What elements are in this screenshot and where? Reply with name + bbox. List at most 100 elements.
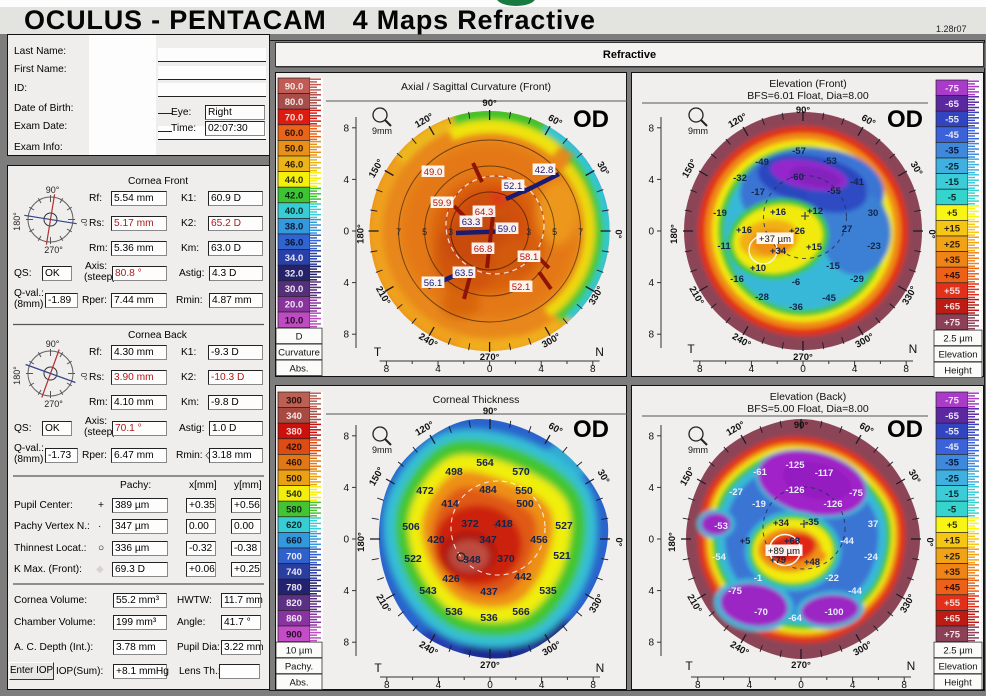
svg-text:-75: -75 [728, 586, 742, 597]
svg-text:-36: -36 [789, 302, 803, 313]
svg-text:180°: 180° [356, 224, 367, 244]
svg-text:N: N [907, 659, 916, 673]
svg-text:+15: +15 [944, 224, 961, 235]
svg-text:+55: +55 [944, 598, 961, 609]
svg-text:543: 543 [419, 585, 437, 597]
svg-text:Curvature: Curvature [278, 348, 320, 359]
svg-text:210°: 210° [373, 592, 392, 615]
svg-text:4: 4 [850, 680, 856, 691]
svg-text:498: 498 [445, 466, 463, 478]
svg-text:7: 7 [578, 227, 583, 237]
svg-text:270°: 270° [793, 352, 813, 363]
svg-text:4: 4 [343, 483, 349, 494]
svg-text:484: 484 [479, 484, 497, 496]
svg-text:30.0: 30.0 [285, 284, 304, 295]
svg-text:-45: -45 [822, 293, 836, 304]
svg-text:0°: 0° [926, 229, 937, 238]
svg-text:740: 740 [286, 567, 302, 578]
svg-text:-16: -16 [730, 274, 744, 285]
svg-text:420: 420 [286, 442, 302, 453]
svg-text:-70: -70 [754, 607, 768, 618]
svg-text:-28: -28 [755, 292, 769, 303]
svg-text:90°: 90° [483, 406, 498, 417]
svg-text:OD: OD [887, 106, 923, 133]
svg-text:348: 348 [463, 554, 481, 566]
svg-text:42.8: 42.8 [535, 165, 554, 176]
svg-text:4: 4 [436, 680, 442, 691]
svg-text:8: 8 [648, 431, 654, 442]
svg-text:8: 8 [590, 364, 596, 375]
svg-text:372: 372 [461, 518, 479, 530]
svg-text:0°: 0° [924, 537, 935, 546]
svg-text:10.0: 10.0 [285, 315, 304, 326]
svg-text:52.1: 52.1 [512, 282, 531, 293]
svg-text:60°: 60° [857, 421, 875, 438]
svg-text:0: 0 [487, 680, 493, 691]
svg-text:-55: -55 [945, 115, 959, 126]
svg-text:8: 8 [648, 330, 654, 341]
svg-text:-61: -61 [753, 467, 767, 478]
svg-text:52.1: 52.1 [504, 181, 523, 192]
svg-text:4: 4 [343, 586, 349, 597]
svg-text:34.0: 34.0 [285, 253, 304, 264]
svg-text:-23: -23 [867, 241, 881, 252]
svg-text:36.0: 36.0 [285, 237, 304, 248]
svg-text:8: 8 [384, 680, 390, 691]
svg-text:49.0: 49.0 [424, 167, 443, 178]
svg-text:-126: -126 [823, 499, 842, 510]
svg-text:66.8: 66.8 [474, 244, 493, 255]
svg-text:+35: +35 [944, 255, 961, 266]
svg-text:Abs.: Abs. [289, 364, 308, 375]
svg-text:+10: +10 [750, 263, 766, 274]
svg-text:40.0: 40.0 [285, 206, 304, 217]
svg-text:+15: +15 [806, 242, 823, 253]
svg-text:+5: +5 [740, 536, 752, 547]
svg-text:-15: -15 [945, 489, 959, 500]
svg-text:860: 860 [286, 614, 302, 625]
svg-text:90°: 90° [46, 339, 60, 349]
svg-text:4: 4 [435, 364, 441, 375]
svg-text:OD: OD [573, 416, 609, 443]
svg-text:522: 522 [404, 553, 422, 565]
svg-text:70.0: 70.0 [285, 113, 304, 124]
svg-text:Elevation: Elevation [938, 350, 977, 361]
svg-text:8: 8 [590, 680, 596, 691]
svg-text:59.0: 59.0 [498, 224, 517, 235]
svg-text:460: 460 [286, 458, 302, 469]
svg-text:50.0: 50.0 [285, 144, 304, 155]
svg-text:0: 0 [648, 227, 654, 238]
svg-text:-32: -32 [733, 173, 747, 184]
svg-text:426: 426 [442, 573, 460, 585]
svg-text:-57: -57 [792, 146, 806, 157]
svg-text:270°: 270° [480, 660, 500, 671]
svg-text:20.0: 20.0 [285, 300, 304, 311]
svg-text:340: 340 [286, 411, 302, 422]
svg-text:0°: 0° [613, 537, 624, 546]
svg-text:T: T [685, 659, 693, 673]
svg-text:-60: -60 [790, 172, 804, 183]
svg-text:63.3: 63.3 [462, 217, 481, 228]
svg-text:-35: -35 [805, 517, 819, 528]
svg-text:437: 437 [480, 586, 498, 598]
svg-text:660: 660 [286, 536, 302, 547]
svg-text:418: 418 [495, 518, 513, 530]
svg-text:+75: +75 [944, 629, 961, 640]
svg-text:-5: -5 [948, 505, 957, 516]
svg-text:300: 300 [286, 395, 302, 406]
svg-text:-126: -126 [785, 485, 804, 496]
svg-text:500: 500 [516, 498, 534, 510]
svg-text:570: 570 [512, 466, 530, 478]
svg-text:+15: +15 [944, 536, 961, 547]
svg-text:-29: -29 [850, 274, 864, 285]
svg-text:-19: -19 [713, 208, 727, 219]
svg-text:Pachy.: Pachy. [285, 662, 313, 673]
svg-text:30: 30 [868, 208, 879, 219]
svg-text:60°: 60° [546, 421, 564, 438]
svg-text:780: 780 [286, 583, 302, 594]
svg-text:-22: -22 [825, 573, 839, 584]
svg-text:-27: -27 [729, 487, 743, 498]
svg-text:-11: -11 [717, 241, 731, 252]
svg-text:4: 4 [343, 175, 349, 186]
svg-text:4: 4 [749, 364, 755, 375]
svg-text:90°: 90° [794, 420, 809, 431]
